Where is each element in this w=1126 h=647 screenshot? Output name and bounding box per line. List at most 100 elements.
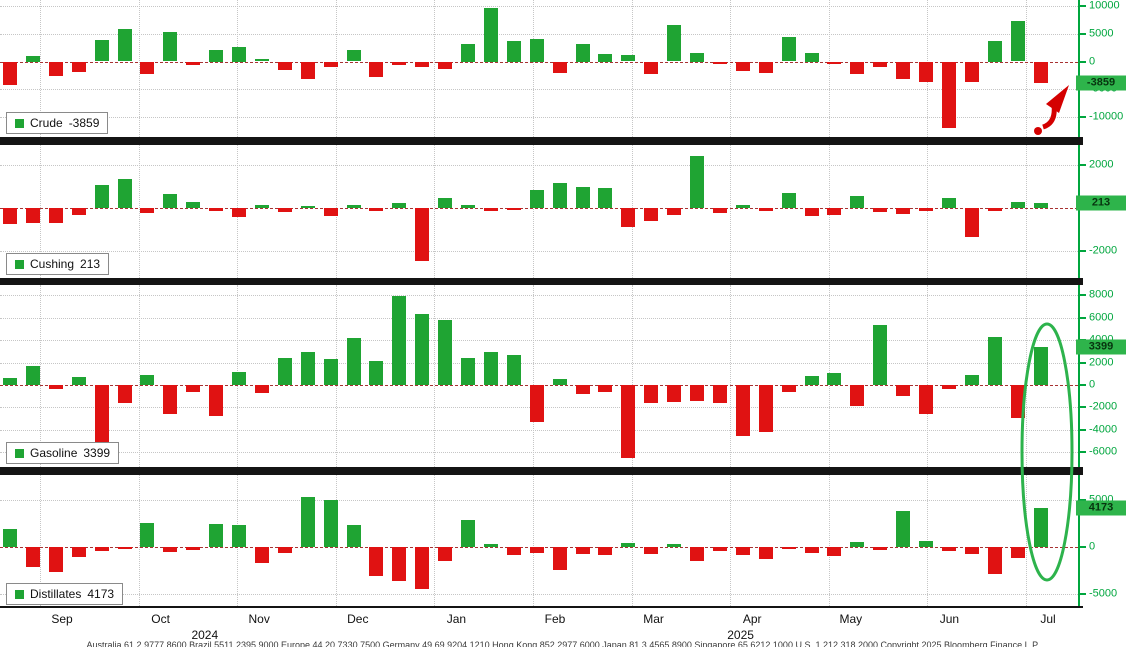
bar-cushing xyxy=(323,208,338,216)
vertical-gridline xyxy=(40,0,41,137)
bar-crude xyxy=(552,61,567,74)
bar-gasoline xyxy=(621,384,636,459)
horizontal-gridline xyxy=(0,295,1078,296)
bar-gasoline xyxy=(1033,346,1048,385)
y-axis-tick xyxy=(1078,428,1086,431)
bar-crude xyxy=(140,61,155,74)
bar-crude xyxy=(25,56,40,62)
bar-gasoline xyxy=(987,336,1002,385)
bar-distillates xyxy=(186,546,201,550)
bar-cushing xyxy=(48,208,63,223)
bar-crude xyxy=(232,46,246,62)
bar-cushing xyxy=(506,208,521,211)
zero-line xyxy=(0,208,1078,210)
bar-distillates xyxy=(117,546,132,549)
bar-crude xyxy=(254,58,269,62)
bar-crude xyxy=(667,24,682,62)
bar-cushing xyxy=(552,183,567,209)
bar-gasoline xyxy=(438,319,453,385)
bar-gasoline xyxy=(1010,384,1025,418)
bar-crude xyxy=(781,37,796,62)
horizontal-gridline xyxy=(0,340,1078,341)
bar-gasoline xyxy=(25,365,40,385)
vertical-gridline xyxy=(434,145,436,278)
bar-cushing xyxy=(690,156,704,209)
legend-swatch-icon xyxy=(15,448,24,458)
bar-cushing xyxy=(873,208,888,212)
bar-gasoline xyxy=(896,384,911,397)
bar-distillates xyxy=(438,546,453,562)
bar-gasoline xyxy=(461,358,475,385)
y-axis-tick-label: 2000 xyxy=(1089,158,1114,171)
bar-distillates xyxy=(827,546,842,557)
bar-cushing xyxy=(827,208,842,215)
bar-distillates xyxy=(483,544,498,547)
y-axis-tick-label: 2000 xyxy=(1089,356,1114,368)
bar-cushing xyxy=(964,208,979,238)
vertical-gridline xyxy=(631,285,633,467)
bar-distillates xyxy=(392,546,407,581)
vertical-gridline xyxy=(1026,475,1027,608)
month-label: Jun xyxy=(939,612,960,626)
y-axis-tick-label: -6000 xyxy=(1089,445,1118,458)
bar-gasoline xyxy=(552,379,567,385)
bar-gasoline xyxy=(186,384,201,392)
bar-distillates xyxy=(163,546,178,552)
bar-gasoline xyxy=(140,374,155,385)
bar-distillates xyxy=(964,546,979,554)
horizontal-gridline xyxy=(0,165,1078,166)
legend-value: -3859 xyxy=(68,116,100,130)
bar-gasoline xyxy=(690,384,704,401)
legend-value: 3399 xyxy=(83,446,111,460)
y-axis-tick-label: 5000 xyxy=(1089,27,1114,40)
bar-distillates xyxy=(896,511,911,547)
bar-cushing xyxy=(392,203,407,209)
bar-distillates xyxy=(529,546,544,553)
bar-crude xyxy=(827,61,842,65)
panel-separator xyxy=(0,278,1083,285)
y-axis-tick-label: -10000 xyxy=(1089,110,1124,123)
bar-distillates xyxy=(506,546,521,555)
month-label: Feb xyxy=(544,612,566,626)
vertical-gridline xyxy=(434,475,436,608)
horizontal-gridline xyxy=(0,452,1078,454)
bar-cushing xyxy=(529,189,544,209)
vertical-gridline xyxy=(828,0,830,137)
legend-value: 4173 xyxy=(87,587,115,601)
y-axis-tick xyxy=(1078,4,1086,7)
vertical-gridline xyxy=(533,285,534,467)
vertical-gridline xyxy=(730,0,732,137)
legend-swatch-icon xyxy=(15,259,24,269)
y-axis-tick-label: 8000 xyxy=(1089,288,1114,301)
bar-distillates xyxy=(644,546,659,554)
bar-distillates xyxy=(781,546,796,549)
bar-cushing xyxy=(71,208,86,215)
bar-distillates xyxy=(690,546,704,562)
horizontal-gridline xyxy=(0,317,1078,319)
y-axis-tick-label: 6000 xyxy=(1089,311,1114,323)
bar-gasoline xyxy=(529,384,544,423)
horizontal-gridline xyxy=(0,5,1078,7)
bar-crude xyxy=(94,40,109,62)
y-axis-tick xyxy=(1078,592,1086,595)
bar-distillates xyxy=(71,546,86,558)
y-axis-tick xyxy=(1078,361,1086,364)
bar-gasoline xyxy=(873,325,888,385)
month-label: Jul xyxy=(1040,612,1056,626)
bar-gasoline xyxy=(300,352,315,385)
bar-gasoline xyxy=(254,384,269,393)
horizontal-gridline xyxy=(0,89,1078,91)
vertical-gridline xyxy=(1026,285,1027,467)
bar-gasoline xyxy=(392,296,407,385)
bar-crude xyxy=(415,61,430,68)
horizontal-gridline xyxy=(0,500,1078,501)
y-axis-tick xyxy=(1078,499,1086,501)
vertical-gridline xyxy=(138,0,140,137)
bar-distillates xyxy=(232,525,246,547)
bar-cushing xyxy=(232,208,246,218)
bar-gasoline xyxy=(209,384,224,417)
bar-distillates xyxy=(850,542,865,547)
bar-cushing xyxy=(850,195,865,209)
bar-cushing xyxy=(758,208,773,212)
